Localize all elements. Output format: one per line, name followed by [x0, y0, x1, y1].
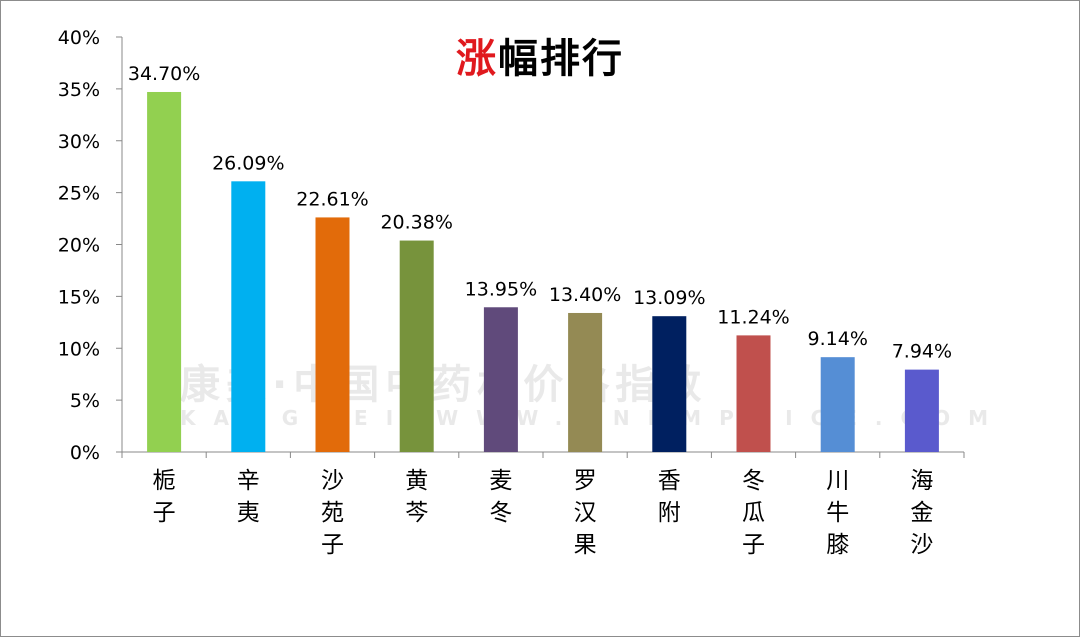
- x-tick-label: 黄芩: [405, 468, 428, 526]
- bar: [904, 369, 939, 452]
- data-label: 11.24%: [717, 306, 789, 328]
- bar: [315, 217, 350, 452]
- y-tick-label: 25%: [58, 183, 100, 205]
- x-tick-label: 辛夷: [237, 468, 260, 526]
- bar: [399, 240, 434, 452]
- x-tick-label: 川牛膝: [826, 468, 849, 558]
- data-label: 7.94%: [892, 341, 952, 363]
- x-tick-label-char: 子: [742, 532, 765, 558]
- x-tick-label-char: 冬: [489, 500, 512, 526]
- bar: [568, 312, 603, 452]
- x-tick-label-char: 牛: [826, 500, 849, 526]
- x-tick-label-char: 沙: [321, 468, 344, 494]
- x-tick-label-char: 夷: [237, 500, 260, 526]
- x-tick-label-char: 海: [910, 468, 933, 494]
- x-tick-label-char: 川: [826, 468, 849, 494]
- chart-title-rest: 幅排行: [498, 36, 624, 82]
- data-label: 22.61%: [296, 188, 368, 210]
- x-tick-label-char: 子: [153, 500, 176, 526]
- y-tick-label: 10%: [58, 338, 100, 360]
- x-tick-label-char: 香: [658, 468, 681, 494]
- y-tick-label: 40%: [58, 27, 100, 49]
- bar: [231, 181, 266, 452]
- y-tick-label: 20%: [58, 235, 100, 257]
- x-tick-label-char: 果: [574, 532, 597, 558]
- data-label: 13.09%: [633, 287, 705, 309]
- y-tick-label: 0%: [70, 442, 100, 464]
- chart-title: 涨幅排行: [0, 26, 1080, 84]
- data-label: 13.95%: [465, 278, 537, 300]
- x-tick-label-char: 辛: [237, 468, 260, 494]
- data-label: 20.38%: [380, 212, 452, 234]
- bar: [483, 307, 518, 452]
- x-tick-label-char: 金: [910, 500, 933, 526]
- x-tick-label: 栀子: [153, 468, 176, 526]
- y-tick-label: 30%: [58, 131, 100, 153]
- x-tick-label-char: 沙: [910, 532, 933, 558]
- x-tick-label: 香附: [658, 468, 681, 526]
- x-tick-label: 罗汉果: [574, 468, 597, 558]
- bar: [147, 91, 182, 453]
- data-label: 13.40%: [549, 284, 621, 306]
- y-tick-label: 15%: [58, 286, 100, 308]
- x-tick-label: 海金沙: [910, 468, 933, 558]
- x-tick-label-char: 苑: [321, 500, 344, 526]
- x-tick-label-char: 瓜: [742, 500, 765, 526]
- bar: [820, 357, 855, 452]
- y-tick-label: 35%: [58, 79, 100, 101]
- data-label: 9.14%: [808, 328, 868, 350]
- y-tick-label: 5%: [70, 390, 100, 412]
- x-tick-label-char: 子: [321, 532, 344, 558]
- bar: [652, 316, 687, 452]
- x-tick-label-char: 汉: [574, 500, 597, 526]
- x-tick-label-char: 附: [658, 500, 681, 526]
- data-label: 34.70%: [128, 63, 200, 85]
- x-tick-label-char: 膝: [826, 532, 849, 558]
- x-tick-label-char: 冬: [742, 468, 765, 494]
- x-tick-label: 麦冬: [489, 468, 512, 526]
- data-label: 26.09%: [212, 152, 284, 174]
- x-tick-label-char: 麦: [489, 468, 512, 494]
- x-tick-label-char: 芩: [405, 500, 428, 526]
- chart-title-accent: 涨: [456, 36, 498, 82]
- x-tick-label-char: 罗: [574, 468, 597, 494]
- x-tick-label-char: 黄: [405, 468, 428, 494]
- x-tick-label: 沙苑子: [321, 468, 344, 558]
- x-tick-label-char: 栀: [153, 468, 176, 494]
- x-tick-label: 冬瓜子: [742, 468, 765, 558]
- bar: [736, 335, 771, 452]
